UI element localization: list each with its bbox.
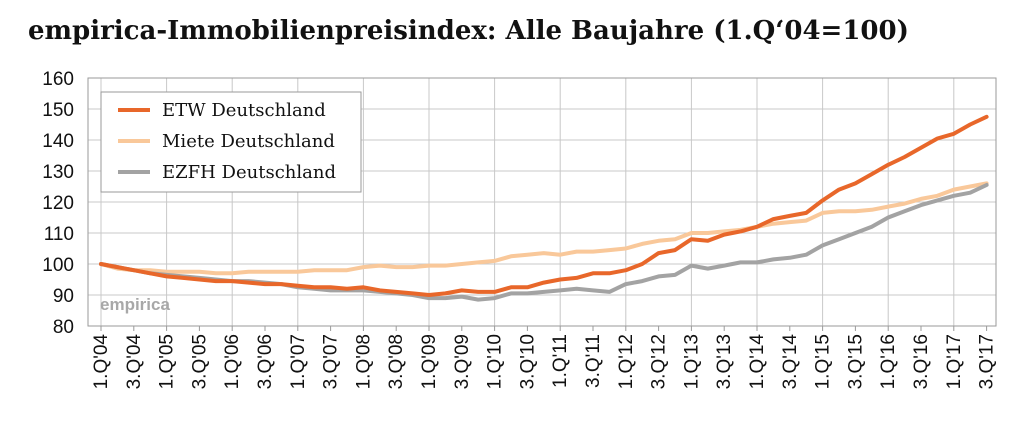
y-tick-label: 130 [42, 162, 74, 183]
x-tick-label: 3.Q'15 [845, 334, 866, 389]
y-tick-label: 110 [44, 224, 74, 245]
x-axis: 1.Q'04 3.Q'04 1.Q'05 3.Q'05 1.Q'06 3.Q'06 1.Q'… [91, 326, 998, 389]
x-tick-label: 3.Q'06 [255, 334, 276, 389]
series-line-etw [99, 114, 989, 297]
x-tick-label: 3.Q'16 [911, 334, 932, 389]
x-tick-label: 3.Q'09 [452, 334, 473, 389]
legend: ETW Deutschland Miete Deutschland EZFH Deu… [100, 91, 362, 193]
x-tick-label: 1.Q'12 [616, 334, 637, 389]
y-tick-label: 80 [53, 317, 74, 338]
x-tick-label: 3.Q'08 [386, 334, 407, 389]
plot-frame [87, 77, 997, 327]
legend-label-miete: Miete Deutschland [162, 131, 335, 152]
legend-label-ezfh: EZFH Deutschland [162, 162, 336, 183]
x-tick-label: 1.Q'07 [288, 334, 309, 389]
x-tick-label: 1.Q'13 [681, 334, 702, 389]
series-lines [99, 114, 989, 302]
legend-label-etw: ETW Deutschland [162, 100, 326, 121]
x-tick-label: 3.Q'14 [780, 334, 801, 390]
x-tick-label: 3.Q'17 [977, 334, 998, 389]
x-tick-label: 1.Q'15 [813, 334, 834, 389]
x-tick-label: 3.Q'05 [189, 334, 210, 389]
x-tick-label: 1.Q'11 [550, 334, 571, 388]
series-line-miete [99, 181, 989, 276]
x-tick-label: 1.Q'06 [222, 334, 243, 389]
x-tick-label: 3.Q'11 [583, 334, 604, 388]
x-tick-label: 3.Q'04 [124, 334, 145, 390]
x-tick-label: 1.Q'17 [944, 334, 965, 389]
x-tick-label: 1.Q'10 [485, 334, 506, 389]
y-tick-label: 100 [42, 255, 74, 276]
x-tick-label: 1.Q'09 [419, 334, 440, 389]
chart-title: empirica-Immobilienpreisindex: Alle Bauj… [28, 16, 909, 46]
x-tick-label: 1.Q'16 [878, 334, 899, 389]
y-axis: 80 90 100 110 120 130 140 150 160 [42, 69, 74, 338]
x-tick-label: 3.Q'12 [649, 334, 670, 389]
x-tick-label: 3.Q'07 [321, 334, 342, 389]
x-tick-label: 1.Q'08 [353, 334, 374, 389]
x-tick-label: 1.Q'14 [747, 334, 768, 390]
x-tick-label: 1.Q'04 [91, 334, 112, 390]
x-tick-label: 3.Q'13 [714, 334, 735, 389]
y-tick-label: 90 [53, 286, 74, 307]
y-tick-label: 140 [42, 131, 74, 152]
y-tick-label: 160 [42, 69, 74, 90]
empirica-watermark: empirica [100, 295, 170, 314]
x-tick-label: 1.Q'05 [157, 334, 178, 389]
y-tick-label: 120 [42, 193, 74, 214]
y-tick-label: 150 [42, 100, 74, 121]
x-tick-label: 3.Q'10 [517, 334, 538, 389]
